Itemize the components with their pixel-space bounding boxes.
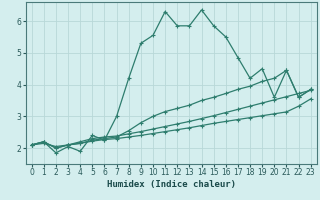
X-axis label: Humidex (Indice chaleur): Humidex (Indice chaleur) <box>107 180 236 189</box>
